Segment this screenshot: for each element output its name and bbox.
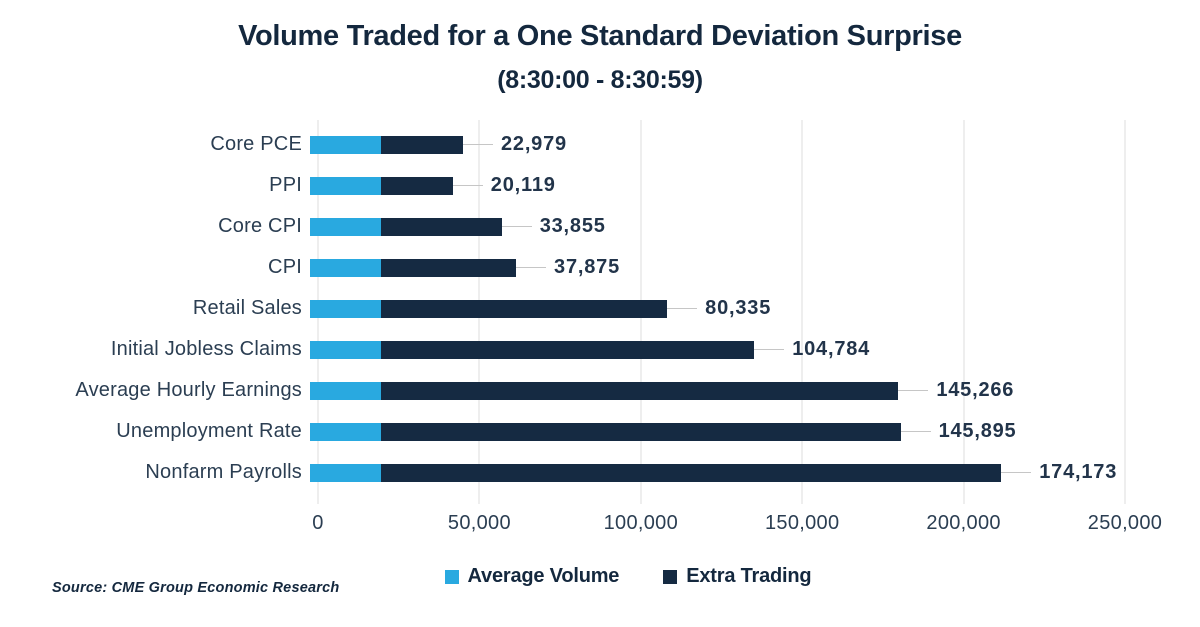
chart-title: Volume Traded for a One Standard Deviati… [238, 20, 962, 52]
x-tick-label: 0 [312, 512, 324, 534]
category-label: CPI [268, 256, 302, 278]
bar-row: Nonfarm Payrolls 174,173 [0, 452, 1200, 493]
bar-value-label: 20,119 [490, 174, 556, 196]
category-label: Unemployment Rate [116, 420, 302, 442]
x-tick-label: 200,000 [926, 512, 1001, 534]
bar-track: 33,855 [310, 215, 1200, 237]
category-label: Core CPI [218, 215, 302, 237]
bar-track: 37,875 [310, 256, 1200, 278]
x-axis: 0 50,000 100,000 150,000 200,000 250,000 [312, 512, 1162, 538]
gridline [963, 120, 965, 504]
bar-track: 174,173 [310, 461, 1200, 483]
category-label: Initial Jobless Claims [110, 338, 302, 360]
bar-segment-extra-trading [381, 422, 901, 441]
bar-track: 80,335 [310, 297, 1200, 319]
bar-track: 20,119 [310, 174, 1200, 196]
bar-segment-average-volume [310, 217, 382, 236]
bar-value-label: 104,784 [792, 338, 871, 360]
chart-subtitle: (8:30:00 - 8:30:59) [497, 66, 703, 94]
category-label: Retail Sales [192, 297, 302, 319]
bar-value-label: 174,173 [1039, 461, 1118, 483]
source-note: Source: CME Group Economic Research [52, 580, 340, 596]
bar-segment-extra-trading [381, 299, 668, 318]
bar-segment-average-volume [310, 176, 382, 195]
bar-row: PPI 20,119 [0, 165, 1200, 206]
legend: Average Volume Extra Trading [28, 565, 1200, 588]
bar-track: 145,895 [310, 420, 1200, 442]
bar-value-label: 33,855 [539, 215, 606, 237]
plot-area: Core PCE 22,979 PPI 20,119 Core CPI 33,8… [0, 118, 1200, 538]
bar-segment-average-volume [310, 258, 382, 277]
bar-segment-extra-trading [381, 381, 899, 400]
leader-line [516, 267, 547, 268]
bar-row: Core CPI 33,855 [0, 206, 1200, 247]
leader-line [900, 431, 931, 432]
legend-label-average-volume: Average Volume [467, 565, 620, 587]
leader-line [501, 226, 532, 227]
leader-line [452, 185, 483, 186]
bar-row: Average Hourly Earnings 145,266 [0, 370, 1200, 411]
leader-line [1001, 472, 1032, 473]
bar-segment-average-volume [310, 340, 382, 359]
bar-track: 145,266 [310, 379, 1200, 401]
leader-line [898, 390, 929, 391]
bar-value-label: 145,895 [938, 420, 1017, 442]
bar-value-label: 22,979 [500, 133, 567, 155]
bar-segment-average-volume [310, 422, 382, 441]
bar-segment-extra-trading [381, 340, 755, 359]
bar-track: 22,979 [310, 133, 1200, 155]
bar-segment-extra-trading [381, 258, 517, 277]
legend-label-extra-trading: Extra Trading [686, 565, 812, 587]
legend-swatch-average-volume [444, 569, 459, 584]
category-label: Core PCE [210, 133, 302, 155]
category-label: PPI [269, 174, 302, 196]
bar-segment-average-volume [310, 463, 382, 482]
bar-value-label: 37,875 [554, 256, 620, 278]
legend-swatch-extra-trading [663, 569, 678, 584]
x-tick-label: 50,000 [447, 512, 511, 534]
x-tick-label: 100,000 [603, 512, 678, 534]
leader-line [462, 144, 493, 145]
bar-row: Unemployment Rate 145,895 [0, 411, 1200, 452]
bar-value-label: 80,335 [705, 297, 772, 319]
x-tick-label: 150,000 [764, 512, 840, 534]
bar-track: 104,784 [310, 338, 1200, 360]
leader-line [754, 349, 785, 350]
x-tick-label: 250,000 [1087, 512, 1163, 534]
category-label: Average Hourly Earnings [75, 379, 302, 401]
legend-item-average-volume: Average Volume [444, 565, 620, 588]
bar-rows: Core PCE 22,979 PPI 20,119 Core CPI 33,8… [0, 118, 1200, 493]
bar-segment-average-volume [310, 135, 382, 154]
bar-row: Retail Sales 80,335 [0, 288, 1200, 329]
bar-row: Initial Jobless Claims 104,784 [0, 329, 1200, 370]
gridline [1124, 120, 1126, 504]
category-label: Nonfarm Payrolls [145, 461, 302, 483]
bar-segment-average-volume [310, 299, 382, 318]
leader-line [667, 308, 698, 309]
bar-segment-extra-trading [381, 176, 453, 195]
bar-value-label: 145,266 [936, 379, 1015, 401]
gridline [801, 120, 803, 504]
bar-segment-extra-trading [381, 217, 502, 236]
bar-segment-extra-trading [381, 135, 463, 154]
bar-row: Core PCE 22,979 [0, 124, 1200, 165]
bar-row: CPI 37,875 [0, 247, 1200, 288]
bar-segment-extra-trading [381, 463, 1002, 482]
legend-item-extra-trading: Extra Trading [663, 565, 812, 588]
bar-segment-average-volume [310, 381, 382, 400]
